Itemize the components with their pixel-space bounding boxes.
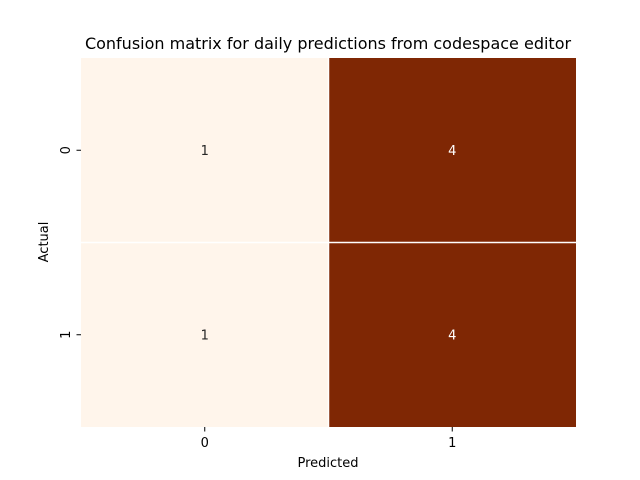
y-tick-label: 1 [59,331,74,339]
cell-value-r1-c0: 1 [201,328,209,343]
x-tick-label: 1 [448,436,456,451]
heatmap-cell-r0-c0 [81,58,329,243]
x-tick-label: 0 [201,436,209,451]
x-axis-label: Predicted [297,456,358,471]
cell-value-r0-c0: 1 [201,144,209,159]
cell-annotations: 1 4 1 4 [201,144,457,344]
heatmap-cell-r1-c0 [81,242,329,427]
heatmap-cell-r0-c1 [328,58,576,243]
cell-value-r0-c1: 4 [448,144,456,159]
y-axis-label: Actual [37,222,52,263]
heatmap-cell-r1-c1 [328,242,576,427]
cell-value-r1-c1: 4 [448,328,456,343]
y-axis-ticks: 01 [59,146,81,339]
cell-separators [81,58,576,427]
heatmap-cells [81,58,576,427]
chart-title: Confusion matrix for daily predictions f… [85,34,572,53]
y-tick-label: 0 [59,146,74,154]
